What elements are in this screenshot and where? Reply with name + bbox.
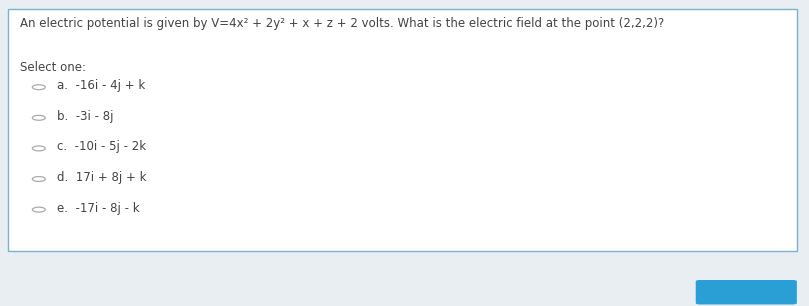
Text: Select one:: Select one: (20, 61, 87, 74)
Text: c.  -10i - 5j - 2k: c. -10i - 5j - 2k (57, 140, 146, 153)
Text: d.  17i + 8j + k: d. 17i + 8j + k (57, 171, 146, 184)
Text: a.  -16i - 4j + k: a. -16i - 4j + k (57, 79, 145, 92)
FancyBboxPatch shape (8, 9, 797, 251)
Text: b.  -3i - 8j: b. -3i - 8j (57, 110, 113, 123)
Text: An electric potential is given by V=4x² + 2y² + x + z + 2 volts. What is the ele: An electric potential is given by V=4x² … (20, 17, 664, 30)
FancyBboxPatch shape (696, 280, 797, 304)
Text: e.  -17i - 8j - k: e. -17i - 8j - k (57, 202, 139, 215)
